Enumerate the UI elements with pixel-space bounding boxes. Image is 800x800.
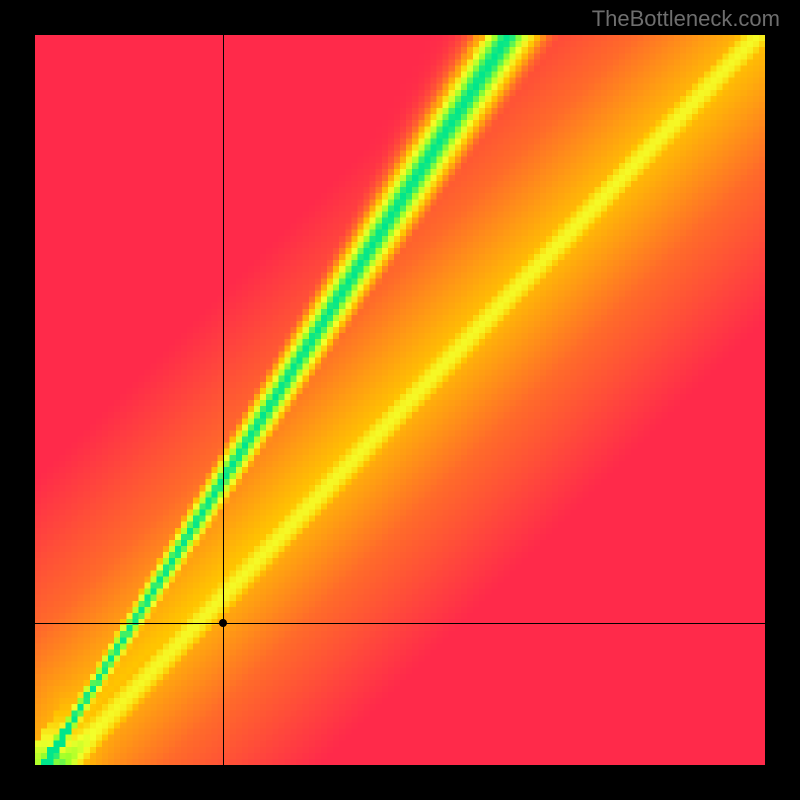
plot-area bbox=[35, 35, 765, 765]
crosshair-dot bbox=[219, 619, 227, 627]
crosshair-horizontal bbox=[35, 623, 765, 624]
crosshair-vertical bbox=[223, 35, 224, 765]
heatmap-canvas bbox=[35, 35, 765, 765]
watermark-text: TheBottleneck.com bbox=[592, 6, 780, 32]
chart-frame: TheBottleneck.com bbox=[0, 0, 800, 800]
